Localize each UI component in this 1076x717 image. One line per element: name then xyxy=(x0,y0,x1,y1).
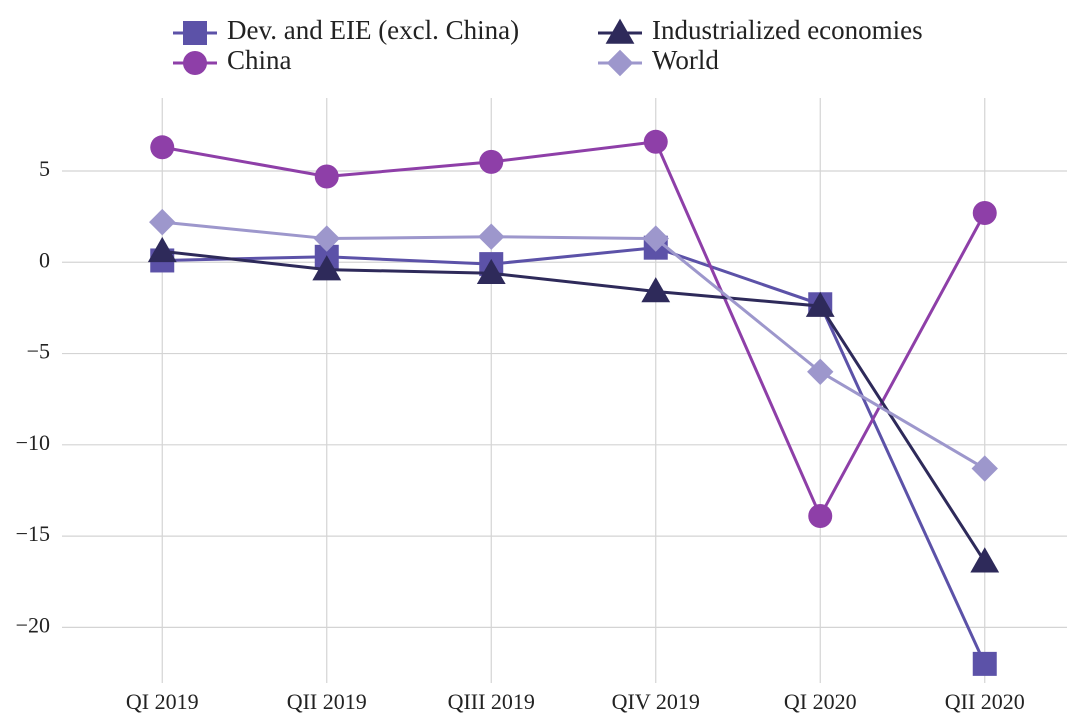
legend-label: Dev. and EIE (excl. China) xyxy=(227,15,519,45)
data-point xyxy=(971,455,998,482)
legend-marker xyxy=(605,18,635,44)
data-point xyxy=(807,358,834,386)
y-tick-label: −15 xyxy=(16,521,50,546)
data-point xyxy=(478,223,505,250)
data-point xyxy=(808,504,833,529)
legend-label: World xyxy=(652,45,719,75)
series-line xyxy=(162,249,987,563)
x-tick-label: QI 2019 xyxy=(126,689,199,714)
data-point xyxy=(147,236,177,263)
data-point xyxy=(312,255,342,281)
data-point xyxy=(476,258,506,285)
x-tick-label: QI 2020 xyxy=(784,689,857,714)
legend-marker xyxy=(183,51,207,75)
y-tick-label: −10 xyxy=(16,430,50,455)
data-point xyxy=(970,547,1000,573)
x-tick-label: QII 2020 xyxy=(945,689,1025,714)
data-point xyxy=(972,201,997,225)
y-tick-label: 0 xyxy=(39,247,50,272)
data-point xyxy=(805,291,835,317)
legend-marker xyxy=(606,49,634,77)
data-point xyxy=(313,225,340,252)
data-point xyxy=(643,129,668,154)
data-point xyxy=(642,225,669,252)
data-point xyxy=(479,149,504,174)
series-line xyxy=(162,246,987,665)
data-point xyxy=(314,164,339,189)
data-point xyxy=(972,651,997,676)
y-tick-label: 5 xyxy=(39,156,50,181)
data-point xyxy=(150,135,175,160)
legend-label: China xyxy=(227,45,292,75)
data-point xyxy=(149,208,176,236)
y-tick-label: −20 xyxy=(16,612,50,637)
data-point xyxy=(641,277,671,303)
legend-marker xyxy=(183,21,207,45)
series-line xyxy=(162,220,986,470)
x-tick-label: QII 2019 xyxy=(287,689,367,714)
series-line xyxy=(161,140,987,520)
x-tick-label: QIV 2019 xyxy=(612,689,700,714)
legend-label: Industrialized economies xyxy=(652,15,923,45)
y-tick-label: −5 xyxy=(27,339,50,364)
x-tick-label: QIII 2019 xyxy=(448,689,535,714)
